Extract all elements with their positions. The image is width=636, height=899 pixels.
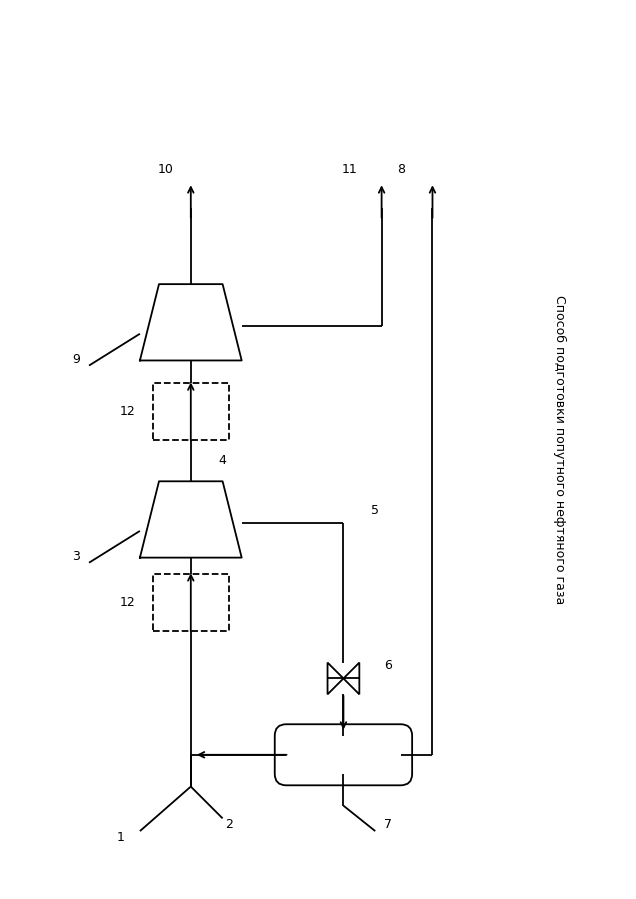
FancyBboxPatch shape xyxy=(275,725,412,786)
Text: 2: 2 xyxy=(225,818,233,832)
Text: 10: 10 xyxy=(158,163,173,176)
Text: 7: 7 xyxy=(384,818,392,832)
Text: 5: 5 xyxy=(371,504,379,517)
Bar xyxy=(153,383,229,440)
Text: 12: 12 xyxy=(120,405,135,418)
Text: 3: 3 xyxy=(73,550,80,563)
Text: 9: 9 xyxy=(73,352,80,366)
Text: 6: 6 xyxy=(384,659,392,672)
Text: Способ подготовки попутного нефтяного газа: Способ подготовки попутного нефтяного га… xyxy=(553,295,566,604)
Text: 8: 8 xyxy=(397,163,404,176)
Bar xyxy=(153,574,229,631)
Polygon shape xyxy=(140,284,242,360)
Text: 11: 11 xyxy=(342,163,357,176)
Text: 1: 1 xyxy=(117,831,125,844)
Text: 4: 4 xyxy=(219,454,226,467)
Text: 12: 12 xyxy=(120,596,135,609)
Polygon shape xyxy=(140,481,242,557)
